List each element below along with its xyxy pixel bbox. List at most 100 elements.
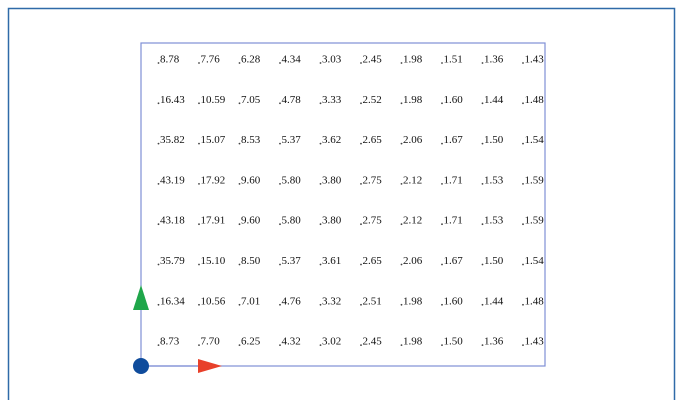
cell-value: 5.37 — [282, 255, 302, 267]
grid-point — [360, 183, 362, 185]
grid-point — [238, 102, 241, 105]
cell-value: 3.61 — [322, 255, 341, 267]
cell-value: 1.36 — [484, 54, 504, 66]
cell-value: 1.50 — [484, 255, 504, 267]
grid-point — [279, 223, 281, 226]
grid-point — [441, 344, 443, 346]
cell-value: 17.91 — [201, 215, 226, 227]
grid-point — [522, 102, 524, 105]
y-axis-arrow — [133, 285, 149, 310]
grid-point — [400, 102, 403, 105]
grid-point — [400, 183, 403, 185]
cell-value: 7.70 — [201, 336, 221, 348]
grid-point — [400, 303, 403, 306]
grid-point — [522, 142, 524, 145]
cell-value: 3.33 — [322, 94, 342, 106]
cell-value: 3.80 — [322, 215, 342, 227]
cell-value: 1.71 — [444, 215, 463, 227]
cell-value: 4.32 — [282, 336, 301, 348]
grid-point — [238, 263, 241, 266]
grid-point — [360, 263, 362, 266]
cell-value: 2.65 — [363, 255, 383, 267]
grid-point — [441, 102, 443, 105]
grid-point — [198, 102, 200, 105]
cell-value: 1.53 — [484, 174, 504, 186]
grid-point — [157, 183, 160, 185]
cell-value: 1.54 — [525, 255, 545, 267]
grid-point — [441, 223, 443, 226]
cell-value: 1.43 — [525, 336, 545, 348]
grid-point — [279, 102, 281, 105]
cell-value: 7.01 — [241, 295, 260, 307]
grid-point — [157, 223, 160, 226]
grid-point — [360, 344, 362, 346]
cell-value: 8.50 — [241, 255, 261, 267]
cell-value: 7.76 — [201, 54, 221, 66]
cell-value: 2.06 — [403, 255, 423, 267]
cell-value: 17.92 — [201, 174, 226, 186]
grid-point — [360, 102, 362, 105]
cell-value: 2.75 — [363, 174, 383, 186]
grid-point — [481, 303, 484, 306]
grid-point — [400, 223, 403, 226]
cell-value: 2.51 — [363, 295, 382, 307]
grid-point — [319, 102, 322, 105]
cell-value: 1.44 — [484, 295, 504, 307]
cell-value: 2.75 — [363, 215, 383, 227]
grid-point — [360, 223, 362, 226]
cell-value: 3.32 — [322, 295, 341, 307]
cell-value: 1.48 — [525, 94, 545, 106]
grid-point — [481, 223, 484, 226]
cell-value: 1.59 — [525, 215, 545, 227]
grid-point — [198, 183, 200, 185]
grid-point — [319, 62, 322, 64]
cell-value: 2.06 — [403, 134, 423, 146]
cell-value: 9.60 — [241, 174, 261, 186]
grid-point — [522, 263, 524, 266]
grid-point — [319, 344, 322, 346]
cell-value: 2.12 — [403, 215, 422, 227]
grid-point — [522, 62, 524, 64]
grid-point — [481, 142, 484, 145]
grid-point — [157, 62, 160, 64]
grid-point — [238, 62, 241, 64]
grid-point — [198, 142, 200, 145]
cell-value: 2.45 — [363, 54, 383, 66]
cell-value: 2.45 — [363, 336, 383, 348]
cell-value: 1.98 — [403, 336, 423, 348]
grid-point — [522, 183, 524, 185]
grid-point — [279, 183, 281, 185]
grid-point — [238, 142, 241, 145]
grid-point — [360, 303, 362, 306]
grid-point — [400, 263, 403, 266]
cell-value: 2.65 — [363, 134, 383, 146]
cell-value: 1.59 — [525, 174, 545, 186]
grid-point — [238, 183, 241, 185]
cell-value: 2.12 — [403, 174, 422, 186]
grid-point — [279, 62, 281, 64]
cell-value: 1.98 — [403, 54, 423, 66]
cell-value: 8.78 — [160, 54, 180, 66]
grid-point — [157, 303, 160, 306]
cell-value: 4.78 — [282, 94, 302, 106]
grid-point — [400, 62, 403, 64]
cell-value: 1.98 — [403, 94, 423, 106]
cell-value: 9.60 — [241, 215, 261, 227]
cell-value: 8.73 — [160, 336, 180, 348]
cell-value: 10.56 — [201, 295, 226, 307]
grid-point — [481, 102, 484, 105]
cell-value: 4.34 — [282, 54, 302, 66]
grid-point — [360, 62, 362, 64]
cell-value: 1.51 — [444, 54, 463, 66]
cell-value: 3.03 — [322, 54, 342, 66]
grid-point — [481, 62, 484, 64]
cell-value: 10.59 — [201, 94, 226, 106]
cell-value: 1.44 — [484, 94, 504, 106]
grid-point — [279, 263, 281, 266]
grid-point — [157, 102, 160, 105]
grid-point — [319, 142, 322, 145]
cell-value: 16.34 — [160, 295, 185, 307]
grid-point — [319, 303, 322, 306]
grid-point — [238, 223, 241, 226]
